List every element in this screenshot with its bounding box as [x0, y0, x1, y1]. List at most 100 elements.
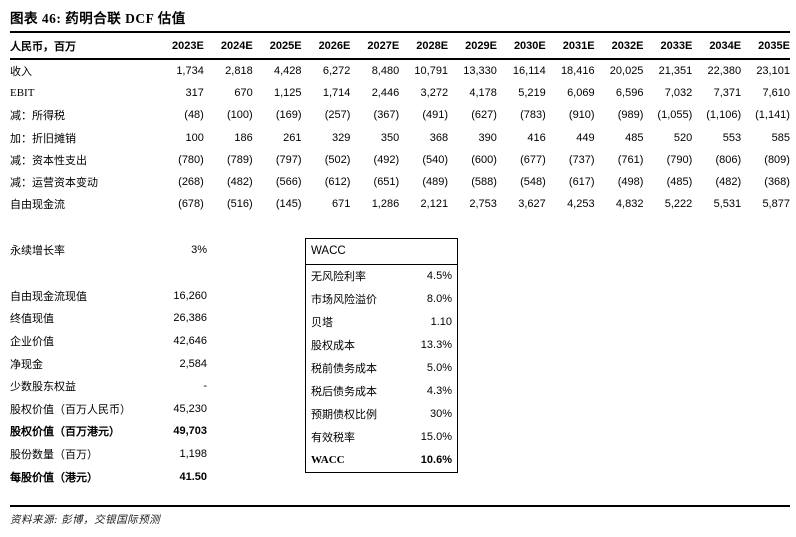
table-cell: 21,351: [658, 65, 693, 78]
table-cell: (48): [184, 109, 204, 122]
table-cell: (588): [471, 176, 497, 189]
table-cell: 2,446: [371, 87, 400, 100]
table-cell: 186: [234, 131, 253, 144]
summary-value: -: [203, 380, 207, 393]
wacc-label: 预期债权比例: [311, 408, 377, 421]
table-cell: (989): [617, 109, 644, 122]
table-cell: 449: [576, 131, 595, 144]
year-header: 2029E: [465, 40, 497, 52]
wacc-label: 市场风险溢价: [311, 294, 377, 307]
table-cell: 20,025: [609, 65, 644, 78]
wacc-value: 15.0%: [420, 430, 452, 443]
summary-spacer: [10, 262, 207, 285]
table-cell: (761): [617, 153, 644, 166]
table-cell: 5,531: [713, 198, 742, 211]
table-cell: 7,371: [713, 87, 742, 100]
table-cell: 7,032: [664, 87, 693, 100]
table-cell: (482): [715, 176, 742, 189]
summary-value: 45,230: [173, 402, 207, 415]
table-row: EBIT 317 670 1,125 1,714 2,446 3,272 4,178 5,219…: [10, 82, 790, 104]
wacc-value: 4.5%: [426, 270, 452, 283]
wacc-value: 10.6%: [420, 453, 452, 466]
table-cell: 4,832: [615, 198, 644, 211]
wacc-value: 13.3%: [420, 339, 452, 352]
table-cell: (268): [178, 176, 204, 189]
year-header: 2025E: [269, 40, 302, 52]
summary-value: 49,703: [173, 425, 207, 438]
table-cell: 13,330: [463, 65, 497, 78]
table-cell: (1,055): [657, 109, 693, 122]
table-cell: (100): [227, 109, 253, 122]
wacc-value: 5.0%: [426, 362, 452, 374]
table-cell: 8,480: [371, 65, 400, 78]
table-row: 减：资本性支出 (780) (789) (797) (502) (492) (540) (60…: [10, 149, 790, 171]
wacc-box: WACC 无风险利率 4.5% 市场风险溢价 8.0% 贝塔 1.10 股权成本 13.3% 税…: [305, 238, 458, 473]
wacc-row: 无风险利率 4.5%: [306, 265, 457, 288]
table-cell: (548): [520, 176, 546, 189]
table-cell: 671: [332, 198, 351, 211]
table-cell: 553: [722, 131, 742, 144]
table-cell: (502): [324, 153, 351, 166]
summary-label: 终值现值: [10, 313, 54, 326]
table-body: 收入 1,734 2,818 4,428 6,272 8,480 10,791 13,330 1…: [10, 60, 790, 215]
table-cell: 18,416: [560, 65, 595, 78]
wacc-row: 有效税率 15.0%: [306, 425, 457, 448]
summary-label: 永续增长率: [10, 245, 65, 258]
year-header: 2032E: [611, 40, 644, 52]
table-cell: 100: [185, 131, 204, 144]
year-header: 2028E: [416, 40, 449, 52]
table-cell: (910): [568, 109, 595, 122]
wacc-box-title: WACC: [306, 239, 457, 265]
table-cell: (789): [227, 153, 253, 166]
summary-label: 股份数量（百万）: [10, 449, 98, 462]
wacc-row: 税前债务成本 5.0%: [306, 357, 457, 380]
table-cell: (783): [520, 109, 546, 122]
table-cell: 670: [234, 87, 253, 100]
summary-row: 终值现值 26,386: [10, 307, 207, 330]
table-cell: (169): [275, 109, 302, 122]
table-cell: 2,818: [225, 65, 253, 78]
table-cell: (651): [373, 176, 400, 189]
table-cell: 6,272: [322, 65, 351, 78]
row-label: 减：运营资本变动: [10, 177, 98, 190]
table-cell: 1,714: [322, 87, 351, 100]
table-cell: (627): [471, 109, 497, 122]
table-cell: (145): [275, 198, 302, 211]
table-cell: (797): [275, 153, 302, 166]
table-cell: 1,734: [176, 65, 204, 78]
year-header: 2035E: [758, 40, 790, 52]
figure-title: 图表 46: 药明合联 DCF 估值: [10, 11, 186, 26]
summary-row: 自由现金流现值 16,260: [10, 285, 207, 308]
table-cell: 520: [673, 131, 693, 144]
table-cell: (809): [764, 153, 790, 166]
table-cell: 2,121: [420, 198, 449, 211]
row-label: 加：折旧摊销: [10, 132, 76, 145]
table-cell: (257): [324, 109, 351, 122]
wacc-rows: 无风险利率 4.5% 市场风险溢价 8.0% 贝塔 1.10 股权成本 13.3% 税前债务成本…: [306, 265, 457, 471]
table-row: 减：所得税 (48) (100) (169) (257) (367) (491) (627) (…: [10, 104, 790, 126]
table-cell: (1,141): [755, 109, 790, 122]
table-cell: (806): [715, 153, 742, 166]
summary-value: 16,260: [173, 289, 207, 302]
wacc-value: 4.3%: [426, 384, 452, 397]
table-cell: 23,101: [756, 65, 790, 78]
wacc-row: 预期债权比例 30%: [306, 402, 457, 425]
table-cell: (489): [422, 176, 449, 189]
row-label: EBIT: [10, 87, 35, 100]
row-label: 自由现金流: [10, 199, 65, 212]
wacc-label: 有效税率: [311, 431, 355, 444]
table-cell: (612): [324, 176, 351, 189]
unit-label: 人民币，百万: [10, 41, 76, 53]
wacc-label: 税后债务成本: [311, 385, 377, 398]
summary-label: 股权价值（百万港元）: [10, 426, 120, 439]
table-cell: 485: [625, 131, 644, 144]
table-cell: 16,114: [512, 65, 546, 78]
table-cell: (482): [227, 176, 253, 189]
table-cell: 7,610: [762, 87, 790, 100]
table-cell: 4,428: [274, 65, 302, 78]
summary-value: 42,646: [173, 335, 207, 348]
wacc-row: 股权成本 13.3%: [306, 334, 457, 357]
summary-label: 企业价值: [10, 336, 54, 349]
table-cell: 6,069: [567, 87, 595, 100]
